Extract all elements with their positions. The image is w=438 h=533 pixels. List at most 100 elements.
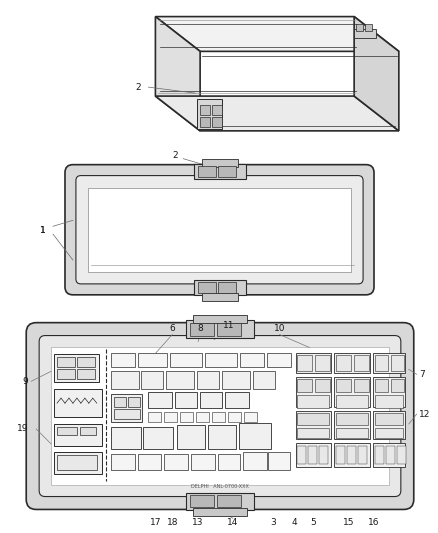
Bar (127, 397, 140, 407)
Bar (217, 322, 241, 336)
Text: 17: 17 (150, 518, 161, 527)
Bar (148, 412, 161, 422)
Bar (297, 413, 329, 425)
Bar (198, 166, 216, 176)
Bar (354, 379, 369, 392)
Bar (141, 372, 163, 389)
Bar (218, 166, 236, 176)
Bar (354, 29, 376, 38)
Bar (194, 164, 246, 179)
FancyBboxPatch shape (65, 165, 374, 295)
Bar (297, 428, 329, 438)
Bar (315, 356, 330, 372)
Polygon shape (354, 17, 399, 131)
Bar (336, 413, 368, 425)
Bar (296, 443, 331, 467)
Bar (177, 425, 205, 449)
Bar (218, 454, 240, 470)
Bar (57, 427, 77, 435)
Bar (57, 358, 75, 367)
Bar (315, 379, 330, 392)
Bar (191, 454, 215, 470)
Bar (212, 412, 225, 422)
Bar (319, 446, 328, 464)
Bar (334, 377, 370, 407)
Bar (375, 413, 403, 425)
Bar (308, 446, 318, 464)
Bar (336, 446, 345, 464)
Bar (267, 353, 290, 367)
Bar (138, 454, 161, 470)
Bar (186, 492, 254, 511)
Bar (347, 446, 356, 464)
Text: 4: 4 (292, 518, 297, 527)
Bar (200, 105, 210, 115)
Bar (365, 23, 372, 31)
Bar (205, 353, 237, 367)
Text: 18: 18 (166, 518, 178, 527)
Bar (297, 446, 307, 464)
Text: 2: 2 (173, 151, 178, 160)
Bar (138, 353, 167, 367)
Bar (77, 369, 95, 379)
Bar (336, 395, 368, 408)
Bar (164, 412, 177, 422)
Bar (297, 356, 312, 372)
Bar (212, 117, 222, 127)
Bar (334, 353, 370, 373)
Bar (222, 372, 250, 389)
Bar (354, 356, 369, 372)
Bar (212, 105, 222, 115)
Bar (375, 379, 388, 392)
Text: DELPHI   ANL-0700-XXX: DELPHI ANL-0700-XXX (191, 484, 249, 489)
Text: 1: 1 (40, 226, 46, 235)
Text: 19: 19 (17, 424, 28, 433)
FancyBboxPatch shape (39, 336, 401, 497)
Bar (175, 392, 197, 408)
Bar (80, 427, 96, 435)
Bar (51, 348, 389, 484)
Bar (296, 411, 331, 439)
Bar (202, 293, 238, 301)
Bar (297, 379, 312, 392)
Bar (77, 358, 95, 367)
Bar (297, 395, 329, 408)
Text: 2: 2 (136, 83, 141, 92)
Bar (114, 397, 126, 407)
Bar (375, 395, 403, 408)
Text: 16: 16 (368, 518, 380, 527)
Text: 13: 13 (192, 518, 204, 527)
Bar (218, 282, 236, 293)
Bar (240, 353, 264, 367)
Bar (391, 356, 404, 372)
Bar (114, 409, 140, 419)
Bar (111, 454, 134, 470)
Bar (111, 394, 142, 422)
Polygon shape (155, 96, 399, 131)
Bar (164, 454, 188, 470)
Bar (193, 314, 247, 322)
Bar (358, 446, 367, 464)
Text: 1: 1 (40, 226, 46, 235)
Bar (334, 443, 370, 467)
Bar (186, 320, 254, 337)
Text: 14: 14 (227, 518, 239, 527)
Bar (57, 455, 97, 470)
Bar (111, 353, 134, 367)
Bar (54, 354, 99, 382)
Bar (296, 377, 331, 407)
Text: 10: 10 (274, 324, 286, 333)
Text: 12: 12 (419, 409, 430, 418)
Bar (180, 412, 193, 422)
Bar (373, 443, 405, 467)
Bar (225, 392, 249, 408)
Bar (88, 188, 351, 272)
FancyBboxPatch shape (76, 175, 363, 284)
Bar (190, 495, 214, 507)
Bar (54, 452, 102, 474)
Bar (336, 428, 368, 438)
Bar (375, 446, 384, 464)
Bar (144, 427, 173, 449)
Text: 11: 11 (223, 321, 235, 330)
Bar (336, 356, 351, 372)
